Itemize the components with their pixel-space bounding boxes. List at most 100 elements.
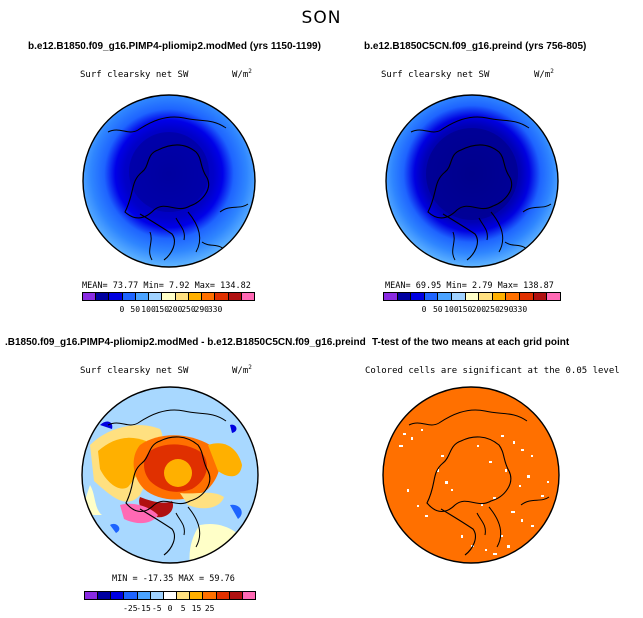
colorbar-swatch bbox=[506, 293, 521, 300]
colorbar-swatch bbox=[150, 592, 164, 599]
colorbar-tick-label: 250 bbox=[485, 305, 500, 314]
panel1-colorbar-ticks: 0 50 100 150 200 250 290 330 bbox=[82, 305, 255, 317]
coastline-asia bbox=[124, 144, 210, 219]
panel1-colorbar bbox=[82, 292, 255, 301]
coastline-europe bbox=[139, 213, 175, 261]
coastline-east bbox=[522, 203, 552, 213]
coastline-north bbox=[107, 116, 227, 133]
colorbar-swatch bbox=[424, 293, 439, 300]
panel3-colorbar bbox=[84, 591, 256, 600]
panel1-map bbox=[82, 94, 256, 268]
panel2-colorbar bbox=[383, 292, 561, 301]
coastline-east bbox=[219, 203, 249, 213]
panel2-variable: Surf clearsky net SW bbox=[381, 70, 490, 80]
colorbar-swatch bbox=[411, 293, 425, 300]
colorbar-tick-label: -25 bbox=[123, 604, 138, 613]
panel1-units: W/m2 bbox=[232, 68, 252, 80]
colorbar-swatch bbox=[229, 592, 243, 599]
panel2-units: W/m2 bbox=[534, 68, 554, 80]
colorbar-tick-label: 330 bbox=[207, 305, 223, 314]
coastline-north bbox=[410, 116, 530, 133]
colorbar-swatch bbox=[96, 293, 110, 300]
significance-field bbox=[383, 387, 559, 563]
colorbar-swatch bbox=[111, 592, 125, 599]
colorbar-swatch bbox=[137, 592, 151, 599]
panel1-title: b.e12.B1850.f09_g16.PIMP4-pliomip2.modMe… bbox=[28, 41, 321, 52]
colorbar-swatch bbox=[190, 592, 204, 599]
coastline-asia bbox=[427, 144, 513, 219]
coastline-europe bbox=[442, 213, 478, 261]
figure-title: SON bbox=[301, 8, 342, 28]
colorbar-tick-label: -15 bbox=[136, 604, 151, 613]
colorbar-swatch bbox=[533, 293, 548, 300]
coastline-islands bbox=[478, 211, 504, 253]
colorbar-tick-label: 0 bbox=[167, 604, 173, 613]
coastline-asia bbox=[426, 436, 512, 513]
colorbar-tick-label: 0 bbox=[421, 305, 427, 314]
coastline-islands bbox=[175, 211, 201, 253]
colorbar-swatch bbox=[465, 293, 480, 300]
colorbar-swatch bbox=[228, 293, 242, 300]
colorbar-tick-label: 250 bbox=[181, 305, 196, 314]
colorbar-swatch bbox=[175, 293, 189, 300]
panel3-variable: Surf clearsky net SW bbox=[80, 366, 189, 376]
colorbar-tick-label: 290 bbox=[194, 305, 209, 314]
colorbar-swatch bbox=[479, 293, 493, 300]
panel1-stats: MEAN= 73.77 Min= 7.92 Max= 134.82 bbox=[82, 281, 251, 291]
colorbar-tick-label: 100 bbox=[444, 305, 459, 314]
panel3-colorbar-ticks: -25 -15 -5 0 5 15 25 bbox=[84, 604, 256, 616]
colorbar-tick-label: 100 bbox=[141, 305, 156, 314]
panel4-subtitle: Colored cells are significant at the 0.0… bbox=[365, 366, 620, 376]
panel2-map bbox=[385, 94, 559, 268]
colorbar-tick-label: 0 bbox=[119, 305, 125, 314]
colorbar-tick-label: 290 bbox=[498, 305, 514, 314]
coastline-europe bbox=[139, 508, 175, 556]
colorbar-tick-label: 330 bbox=[512, 305, 528, 314]
colorbar-swatch bbox=[188, 293, 203, 300]
colorbar-tick-label: 50 bbox=[432, 305, 443, 314]
map-border bbox=[82, 94, 256, 268]
colorbar-swatch bbox=[85, 592, 99, 599]
panel2-colorbar-ticks: 0 50 100 150 200 250 290 330 bbox=[383, 305, 561, 317]
panel3-units: W/m2 bbox=[232, 364, 252, 376]
colorbar-swatch bbox=[215, 293, 229, 300]
map-border bbox=[81, 386, 259, 564]
colorbar-tick-label: 150 bbox=[154, 305, 170, 314]
colorbar-swatch bbox=[384, 293, 398, 300]
colorbar-swatch bbox=[149, 293, 163, 300]
colorbar-swatch bbox=[203, 592, 217, 599]
colorbar-tick-label: 200 bbox=[167, 305, 183, 314]
colorbar-tick-label: 15 bbox=[191, 604, 202, 613]
panel2-title: b.e12.B1850C5CN.f09_g16.preind (yrs 756-… bbox=[364, 41, 587, 52]
coastline-north bbox=[107, 409, 227, 426]
colorbar-tick-label: 200 bbox=[471, 305, 487, 314]
panel4-map bbox=[382, 386, 560, 564]
colorbar-swatch bbox=[216, 592, 230, 599]
colorbar-tick-label: 25 bbox=[204, 604, 215, 613]
colorbar-swatch bbox=[109, 293, 123, 300]
colorbar-swatch bbox=[177, 592, 191, 599]
panel3-title: .B1850.f09_g16.PIMP4-pliomip2.modMed - b… bbox=[5, 337, 366, 348]
colorbar-swatch bbox=[98, 592, 112, 599]
panel1-variable: Surf clearsky net SW bbox=[80, 70, 189, 80]
colorbar-swatch bbox=[492, 293, 507, 300]
panel2-stats: MEAN= 69.95 Min= 2.79 Max= 138.87 bbox=[385, 281, 554, 291]
panel3-map bbox=[81, 386, 259, 564]
colorbar-swatch bbox=[242, 592, 256, 599]
colorbar-tick-label: 50 bbox=[130, 305, 141, 314]
colorbar-swatch bbox=[241, 293, 255, 300]
colorbar-swatch bbox=[202, 293, 216, 300]
coastline-islands bbox=[476, 506, 502, 548]
colorbar-tick-label: 5 bbox=[180, 604, 186, 613]
colorbar-tick-label: 150 bbox=[457, 305, 473, 314]
colorbar-swatch bbox=[397, 293, 412, 300]
coastline-asia bbox=[125, 436, 211, 513]
colorbar-tick-label: -5 bbox=[151, 604, 162, 613]
colorbar-swatch bbox=[452, 293, 466, 300]
panel4-title: T-test of the two means at each grid poi… bbox=[372, 337, 570, 348]
colorbar-swatch bbox=[124, 592, 138, 599]
map-border bbox=[385, 94, 559, 268]
colorbar-swatch bbox=[520, 293, 534, 300]
colorbar-swatch bbox=[122, 293, 136, 300]
map-border bbox=[382, 386, 560, 564]
